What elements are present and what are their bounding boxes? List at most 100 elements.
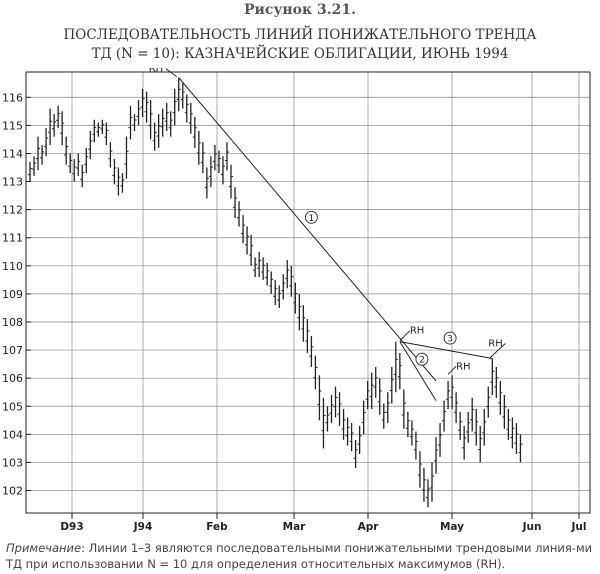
price-bar bbox=[277, 285, 282, 308]
price-bar bbox=[397, 352, 402, 390]
y-tick-label: 116 bbox=[2, 91, 23, 104]
price-bar bbox=[329, 395, 334, 424]
y-tick-label: 109 bbox=[2, 288, 23, 301]
price-bar bbox=[188, 102, 193, 134]
price-bar bbox=[112, 159, 117, 185]
price-bar bbox=[92, 119, 97, 143]
price-bar bbox=[184, 94, 189, 123]
price-bar bbox=[192, 116, 197, 148]
price-bar bbox=[377, 378, 382, 415]
y-tick-label: 105 bbox=[2, 400, 23, 413]
price-bar bbox=[60, 111, 65, 146]
price-bar bbox=[293, 282, 298, 314]
price-bar bbox=[257, 251, 262, 278]
price-bar bbox=[490, 358, 495, 396]
price-bar bbox=[333, 386, 338, 418]
price-bar bbox=[285, 260, 290, 289]
price-bar bbox=[317, 375, 322, 421]
price-bar bbox=[305, 319, 310, 353]
price-bar bbox=[152, 122, 157, 151]
trend-line-label: 2 bbox=[419, 356, 425, 366]
rh-annotation: RH bbox=[149, 68, 178, 77]
price-bar bbox=[132, 114, 137, 131]
trend-line-1: 1 bbox=[178, 77, 437, 382]
chart-title: ПОСЛЕДОВАТЕЛЬНОСТЬ ЛИНИЙ ПОНИЖАТЕЛЬНОГО … bbox=[0, 26, 600, 64]
price-bar bbox=[140, 88, 145, 117]
x-tick-label: D93 bbox=[60, 521, 83, 533]
chart-title-line-1: ПОСЛЕДОВАТЕЛЬНОСТЬ ЛИНИЙ ПОНИЖАТЕЛЬНОГО … bbox=[63, 27, 537, 43]
price-bar bbox=[88, 130, 93, 160]
price-bar bbox=[148, 100, 153, 140]
figure-label: Рисунок 3.21. bbox=[244, 2, 356, 18]
price-bar bbox=[518, 434, 523, 463]
y-tick-label: 108 bbox=[2, 316, 23, 329]
price-bar bbox=[494, 366, 499, 398]
price-bar bbox=[229, 164, 233, 199]
price-bar bbox=[434, 437, 439, 474]
price-bar bbox=[510, 417, 515, 449]
price-bar bbox=[506, 409, 511, 440]
price-bar bbox=[498, 380, 503, 415]
price-bar bbox=[321, 397, 326, 449]
price-bar bbox=[168, 111, 173, 137]
price-bar bbox=[124, 136, 129, 179]
price-bar bbox=[32, 156, 37, 176]
rh-label: RH bbox=[456, 361, 470, 372]
trend-line-label: 3 bbox=[447, 335, 453, 345]
price-bar bbox=[136, 100, 141, 126]
price-bar bbox=[76, 153, 81, 176]
price-bar bbox=[470, 397, 475, 432]
price-bar bbox=[44, 128, 49, 157]
price-bar bbox=[96, 122, 101, 137]
price-bar bbox=[313, 355, 318, 390]
y-tick-label: 111 bbox=[2, 232, 23, 245]
price-bar bbox=[373, 366, 378, 398]
x-axis-tick-labels: D93 J94 Feb Mar Apr May Jun Jul bbox=[60, 521, 586, 533]
trend-line-label: 1 bbox=[309, 214, 315, 224]
price-bar bbox=[478, 425, 483, 463]
price-bar bbox=[36, 136, 41, 171]
price-bar bbox=[212, 145, 217, 171]
price-bar bbox=[273, 279, 278, 306]
price-bar bbox=[446, 380, 451, 410]
x-tick-label: May bbox=[440, 521, 464, 533]
trend-line-segment bbox=[178, 77, 437, 382]
price-bar bbox=[514, 423, 519, 455]
price-bar bbox=[341, 409, 346, 440]
price-bar bbox=[84, 147, 89, 174]
price-bar bbox=[425, 479, 430, 508]
y-tick-label: 115 bbox=[2, 119, 23, 132]
x-tick-label: Apr bbox=[358, 521, 380, 533]
chart-grid bbox=[26, 72, 590, 519]
trend-line-segment bbox=[399, 341, 493, 360]
rh-pointer bbox=[447, 366, 457, 375]
note-text: : Линии 1–3 являются последовательными п… bbox=[6, 541, 593, 571]
price-bar bbox=[421, 468, 426, 502]
price-bar bbox=[353, 439, 358, 469]
rh-pointer bbox=[165, 68, 178, 77]
price-bar bbox=[458, 411, 463, 440]
price-bar bbox=[454, 392, 459, 424]
price-bar bbox=[325, 406, 330, 432]
price-bar bbox=[249, 234, 254, 266]
price-bar bbox=[265, 263, 270, 286]
price-bar bbox=[253, 257, 258, 278]
price-bar bbox=[144, 91, 149, 123]
price-bar bbox=[48, 108, 53, 146]
price-bar bbox=[409, 420, 414, 446]
price-bar bbox=[301, 305, 306, 342]
price-bar bbox=[172, 88, 177, 126]
price-bar bbox=[413, 431, 418, 460]
x-tick-label: Feb bbox=[206, 521, 228, 533]
price-bar bbox=[281, 274, 286, 300]
y-tick-label: 104 bbox=[2, 428, 23, 441]
price-bars bbox=[28, 77, 523, 508]
rh-label: RH bbox=[488, 339, 502, 350]
trend-line-3: 3 bbox=[399, 331, 493, 360]
price-bar bbox=[28, 161, 32, 182]
chart-annotations: RH RH RH RH bbox=[149, 68, 506, 375]
price-bar bbox=[164, 102, 169, 131]
rh-annotation: RH bbox=[488, 339, 506, 358]
y-tick-label: 114 bbox=[2, 147, 23, 160]
price-bar bbox=[462, 425, 467, 460]
